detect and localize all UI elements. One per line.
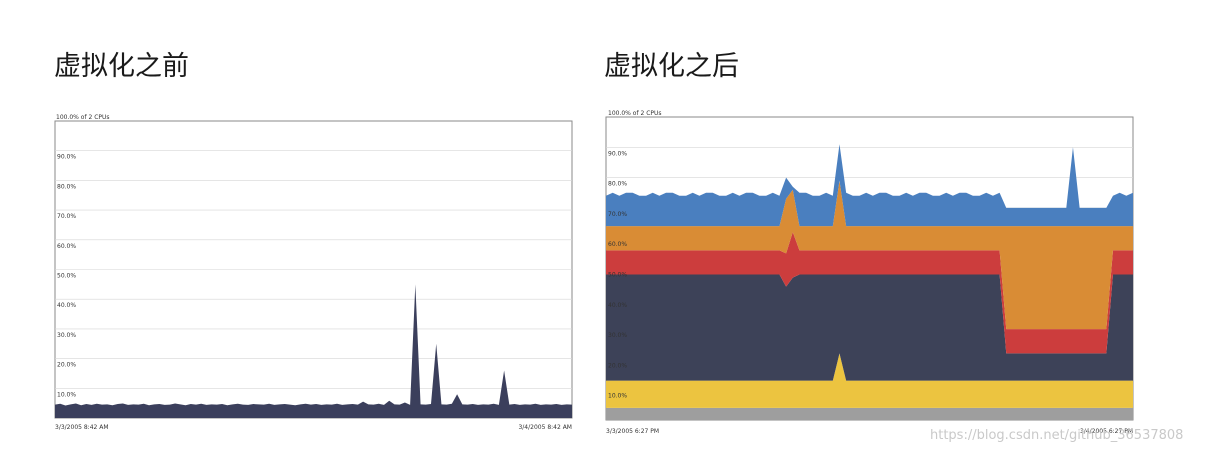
x-start-label: 3/3/2005 8:42 AM xyxy=(55,424,109,431)
y-tick-label: 80.0% xyxy=(57,183,76,190)
y-tick-label: 30.0% xyxy=(57,332,76,339)
y-tick-label: 90.0% xyxy=(608,150,627,157)
watermark: https://blog.csdn.net/github_36537808 xyxy=(930,428,1183,443)
y-tick-label: 40.0% xyxy=(57,302,76,309)
y-tick-label: 30.0% xyxy=(608,332,627,339)
y-tick-label: 40.0% xyxy=(608,302,627,309)
y-tick-label: 90.0% xyxy=(57,154,76,161)
y-tick-label: 50.0% xyxy=(57,273,76,280)
y-tick-label: 60.0% xyxy=(57,243,76,250)
y-tick-label: 60.0% xyxy=(608,241,627,248)
y-tick-label: 10.0% xyxy=(57,391,76,398)
cpu-chart-after: 10.0% 20.0% 30.0% 40.0% 50.0% 60.0% 70.0% 80.0%… xyxy=(592,100,1144,440)
series-area-0 xyxy=(606,408,1133,420)
y-axis-caption: 100.0% of 2 CPUs xyxy=(56,114,110,121)
y-tick-label: 10.0% xyxy=(608,393,627,400)
x-start-label: 3/3/2005 6:27 PM xyxy=(606,428,659,435)
y-tick-label: 20.0% xyxy=(57,362,76,369)
y-tick-label: 70.0% xyxy=(608,211,627,218)
y-axis-caption: 100.0% of 2 CPUs xyxy=(608,110,662,117)
chart-title-before: 虚拟化之前 xyxy=(54,44,189,83)
x-end-label: 3/4/2005 8:42 AM xyxy=(518,424,572,431)
y-tick-label: 70.0% xyxy=(57,213,76,220)
y-tick-labels: 10.0% 20.0% 30.0% 40.0% 50.0% 60.0% 70.0% 80.0%… xyxy=(57,154,76,399)
y-tick-label: 80.0% xyxy=(608,181,627,188)
cpu-chart-before: 10.0% 20.0% 30.0% 40.0% 50.0% 60.0% 70.0% 80.0%… xyxy=(40,100,580,440)
y-tick-label: 20.0% xyxy=(608,362,627,369)
y-tick-label: 50.0% xyxy=(608,272,627,279)
chart-title-after: 虚拟化之后 xyxy=(604,44,739,83)
